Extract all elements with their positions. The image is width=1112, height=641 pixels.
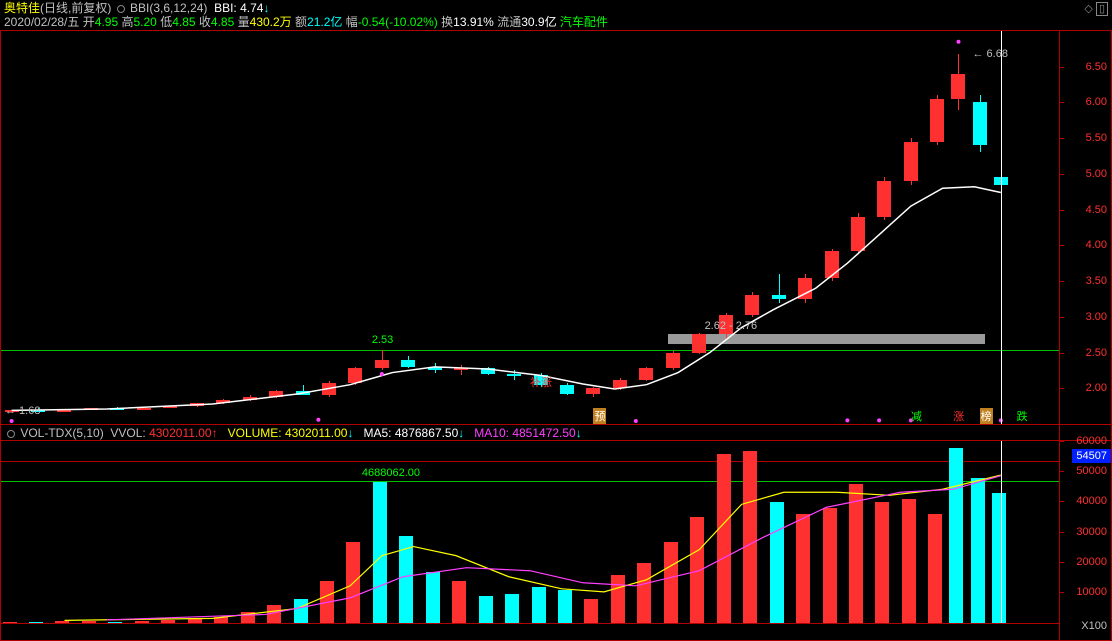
- low-price-label: ← 1.68: [5, 405, 40, 417]
- sector-link[interactable]: 汽车配件: [560, 15, 608, 29]
- high-label: 高: [121, 15, 133, 29]
- float-label: 流通: [497, 15, 521, 29]
- float-value: 30.9亿: [521, 15, 556, 29]
- volume-header: VOL-TDX(5,10) VVOL: 4302011.00↑ VOLUME: …: [0, 425, 1060, 441]
- bbi-overlay: [1, 31, 1059, 424]
- price-tick: 5.00: [1086, 168, 1107, 180]
- vol-value: 430.2万: [250, 15, 292, 29]
- price-tick: 6.00: [1086, 96, 1107, 108]
- down-arrow-icon: ↓: [458, 426, 464, 440]
- open-value: 4.95: [95, 15, 118, 29]
- price-chart[interactable]: ← 1.68 2.53 ← 6.68 2.62 - 2.76 补涨预 减 涨榜 跌: [0, 30, 1060, 425]
- diamond-icon[interactable]: ◇: [1084, 3, 1092, 15]
- volume-chart[interactable]: 4688062.00: [0, 441, 1060, 624]
- square-icon[interactable]: ▯: [1096, 2, 1108, 16]
- ma5-label: MA5:: [364, 426, 392, 440]
- vol-tick: 20000: [1076, 556, 1107, 568]
- crosshair-vertical: [1001, 441, 1002, 623]
- header: 奥特佳(日线,前复权) BBI(3,6,12,24) BBI: 4.74↓ 20…: [0, 0, 1112, 30]
- vol-tick: 50000: [1076, 465, 1107, 477]
- vol-ma-overlay: [1, 441, 1059, 622]
- volume-footer: [0, 624, 1060, 641]
- date-label: 2020/02/28/五: [4, 15, 79, 29]
- chg-label: 幅: [346, 15, 358, 29]
- down-arrow-icon: ↓: [347, 426, 353, 440]
- ma10-label: MA10:: [474, 426, 509, 440]
- close-value: 4.85: [211, 15, 234, 29]
- vol-tick: 60000: [1076, 435, 1107, 447]
- ma10-value: 4851472.50: [512, 426, 575, 440]
- indicator-dot-icon: [117, 5, 125, 13]
- price-tick: 4.50: [1086, 204, 1107, 216]
- vvol-value: 4302011.00: [149, 426, 212, 440]
- timeframe: (日线,前复权): [40, 1, 111, 15]
- price-tick: 3.00: [1086, 311, 1107, 323]
- mid-price-label: 2.53: [372, 334, 393, 346]
- price-tick: 5.50: [1086, 132, 1107, 144]
- amt-label: 额: [295, 15, 307, 29]
- price-tick: 6.50: [1086, 61, 1107, 73]
- turn-label: 换: [441, 15, 453, 29]
- vol-peak-label: 4688062.00: [362, 467, 420, 479]
- down-arrow-icon: ↓: [263, 1, 269, 15]
- up-arrow-icon: ↑: [212, 426, 218, 440]
- low-label: 低: [160, 15, 172, 29]
- bbi-label: BBI(3,6,12,24): [130, 1, 207, 15]
- top-right-icons: ◇ ▯: [1084, 2, 1108, 15]
- jian-label: 减: [911, 408, 922, 424]
- vol-label: 量: [238, 15, 250, 29]
- amt-value: 21.2亿: [307, 15, 342, 29]
- price-tick: 2.00: [1086, 382, 1107, 394]
- zhang-label: 涨: [953, 408, 964, 424]
- price-tick: 2.50: [1086, 347, 1107, 359]
- close-label: 收: [199, 15, 211, 29]
- ma5-value: 4876867.50: [395, 426, 458, 440]
- high-value: 5.20: [133, 15, 156, 29]
- header-line-2: 2020/02/28/五 开4.95 高5.20 低4.85 收4.85 量43…: [4, 15, 1108, 29]
- open-label: 开: [83, 15, 95, 29]
- buzhang-label: 补涨: [530, 374, 552, 390]
- price-tick: 3.50: [1086, 275, 1107, 287]
- high-price-label: ← 6.68: [972, 48, 1007, 60]
- vol-axis-badge: 54507: [1072, 449, 1111, 463]
- vol-xscale: X100: [1081, 620, 1107, 632]
- indicator-dot-icon: [7, 430, 15, 438]
- yu-marker: 预: [593, 408, 606, 424]
- vvol-label: VVOL:: [110, 426, 145, 440]
- band-label: 2.62 - 2.76: [705, 320, 758, 332]
- bbi-value: BBI: 4.74: [214, 1, 263, 15]
- stock-name[interactable]: 奥特佳: [4, 1, 40, 15]
- vol-tick: 10000: [1076, 586, 1107, 598]
- low-value: 4.85: [172, 15, 195, 29]
- price-tick: 4.00: [1086, 239, 1107, 251]
- die-label: 跌: [1017, 408, 1028, 424]
- chg-value: -0.54(-10.02%): [358, 15, 438, 29]
- turn-value: 13.91%: [453, 15, 494, 29]
- down-arrow-icon: ↓: [576, 426, 582, 440]
- volume-value: 4302011.00: [285, 426, 348, 440]
- vol-tick: 40000: [1076, 495, 1107, 507]
- vol-tick: 30000: [1076, 526, 1107, 538]
- volume-label: VOLUME:: [228, 426, 282, 440]
- crosshair-vertical: [1001, 31, 1002, 424]
- bang-marker: 榜: [980, 408, 993, 424]
- volume-axis: 10000200003000040000500006000054507X100: [1060, 441, 1112, 641]
- price-axis: 2.00 2.50 3.00 3.50 4.00 4.50 5.00 5.50 6.00 6.50: [1060, 30, 1112, 425]
- vol-indicator-label: VOL-TDX(5,10): [20, 426, 103, 440]
- header-line-1: 奥特佳(日线,前复权) BBI(3,6,12,24) BBI: 4.74↓: [4, 1, 1108, 15]
